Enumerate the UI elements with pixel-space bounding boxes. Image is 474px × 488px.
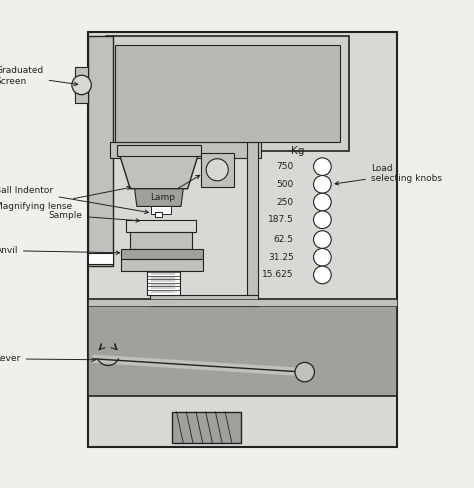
Bar [126, 220, 196, 232]
Circle shape [313, 248, 331, 266]
Bar [121, 259, 203, 271]
Bar [115, 45, 340, 142]
Bar [151, 206, 171, 214]
Circle shape [313, 231, 331, 248]
Bar [106, 36, 349, 151]
Circle shape [313, 266, 331, 284]
Text: 250: 250 [276, 198, 294, 206]
Bar [75, 67, 88, 102]
Text: Lamp: Lamp [150, 175, 200, 202]
Circle shape [313, 176, 331, 193]
Circle shape [313, 211, 331, 228]
Text: 500: 500 [276, 180, 294, 189]
Text: 62.5: 62.5 [273, 235, 294, 244]
Bar [130, 232, 192, 249]
Circle shape [313, 158, 331, 176]
Bar [88, 299, 398, 306]
Bar [88, 36, 112, 266]
Text: Graduated
Screen: Graduated Screen [0, 66, 78, 86]
Bar [110, 142, 261, 158]
Bar [201, 153, 234, 186]
Text: Ball Indentor: Ball Indentor [0, 186, 148, 214]
Text: Kg: Kg [292, 146, 305, 156]
Polygon shape [135, 189, 183, 206]
Polygon shape [119, 153, 199, 189]
Bar [117, 144, 201, 156]
Bar [150, 295, 258, 306]
Circle shape [295, 363, 314, 382]
Text: Anvil: Anvil [0, 246, 120, 255]
Text: Sample: Sample [48, 211, 139, 222]
Bar [247, 142, 258, 306]
Bar [88, 253, 112, 264]
Bar [88, 32, 398, 447]
Text: Load
selecting knobs: Load selecting knobs [335, 163, 442, 185]
Text: 31.25: 31.25 [268, 253, 294, 262]
Circle shape [313, 193, 331, 211]
Circle shape [72, 75, 91, 95]
Circle shape [206, 159, 228, 181]
Text: 750: 750 [276, 162, 294, 171]
Bar [121, 249, 203, 259]
Text: Magnifying lense: Magnifying lense [0, 186, 131, 211]
Bar [172, 412, 241, 443]
Bar [146, 271, 180, 295]
Text: 187.5: 187.5 [268, 215, 294, 224]
Bar [88, 299, 398, 396]
Text: 15.625: 15.625 [262, 270, 294, 280]
Bar [155, 212, 163, 218]
Text: Lever: Lever [0, 354, 95, 364]
